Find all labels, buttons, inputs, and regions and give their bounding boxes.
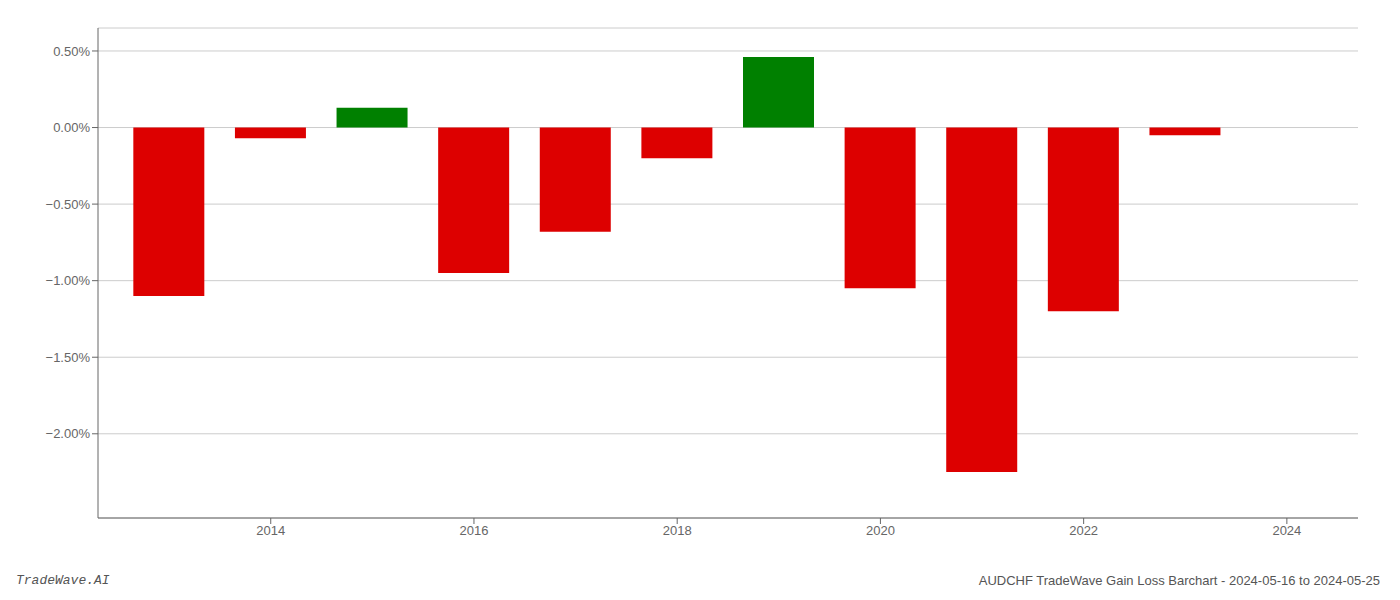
svg-text:2024: 2024 (1272, 523, 1301, 538)
svg-text:0.50%: 0.50% (53, 44, 90, 59)
svg-text:−1.50%: −1.50% (46, 350, 91, 365)
html-text:AUDCHF TradeWave Gain Loss Bar: AUDCHF TradeWave Gain Loss Barchart - 20… (978, 573, 1380, 588)
svg-text:2020: 2020 (866, 523, 895, 538)
svg-text:2022: 2022 (1069, 523, 1098, 538)
svg-text:−1.00%: −1.00% (46, 273, 91, 288)
svg-text:−0.50%: −0.50% (46, 197, 91, 212)
svg-text:2018: 2018 (663, 523, 692, 538)
svg-text:0.00%: 0.00% (53, 120, 90, 135)
html-text:TradeWave.AI: TradeWave.AI (16, 573, 110, 588)
svg-text:2014: 2014 (256, 523, 285, 538)
svg-text:−2.00%: −2.00% (46, 426, 91, 441)
svg-text:2016: 2016 (460, 523, 489, 538)
